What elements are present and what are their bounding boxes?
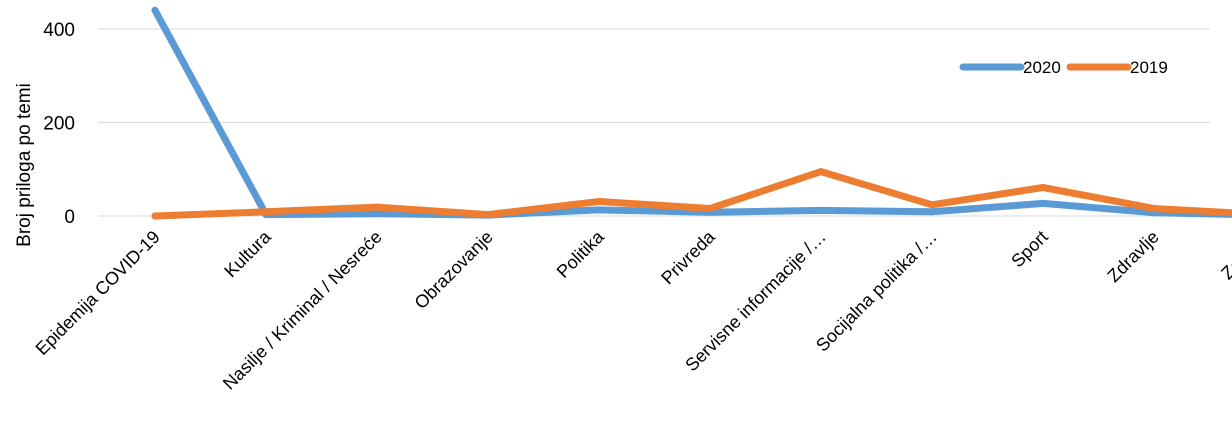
x-tick-label: Kultura: [220, 226, 275, 281]
x-tick-label: Obrazovanje: [411, 227, 497, 313]
data-point-2019: [262, 208, 270, 216]
series-line-2020: [151, 6, 1232, 219]
x-tick-label: Politika: [553, 226, 609, 282]
y-tick-label: 0: [64, 207, 75, 228]
series-lines: [151, 6, 1232, 220]
data-point-2020: [928, 208, 936, 216]
data-point-2019: [817, 168, 825, 176]
y-axis-ticks: 0 200 400: [43, 20, 75, 228]
data-point-2020: [595, 206, 603, 214]
data-point-2019: [151, 212, 159, 220]
series-line-2019: [151, 168, 1232, 220]
x-tick-label: Socijalna politika /…: [812, 227, 941, 356]
data-point-2020: [1039, 199, 1047, 207]
data-point-2020: [817, 206, 825, 214]
data-point-2019: [595, 198, 603, 206]
data-point-2019: [1150, 205, 1158, 213]
x-tick-label: Privreda: [657, 226, 719, 288]
legend-label-2020: 2020: [1023, 58, 1061, 77]
x-tick-label: Epidemija COVID-19: [32, 227, 164, 359]
y-tick-label: 400: [43, 20, 75, 41]
data-point-2019: [373, 203, 381, 211]
data-point-2019: [1039, 183, 1047, 191]
legend-label-2019: 2019: [1130, 58, 1168, 77]
data-point-2019: [706, 205, 714, 213]
data-point-2020: [151, 6, 159, 14]
data-point-2019: [484, 211, 492, 219]
legend: 2020 2019: [959, 58, 1168, 77]
data-point-2019: [928, 201, 936, 209]
x-tick-label: Zdravlje: [1103, 227, 1162, 286]
x-tick-label: Zabava: [1217, 226, 1232, 283]
x-tick-label: Sport: [1007, 227, 1052, 272]
data-point-2020: [373, 210, 381, 218]
y-axis-title: Broj priloga po temi: [14, 83, 35, 247]
y-tick-label: 200: [43, 114, 75, 135]
